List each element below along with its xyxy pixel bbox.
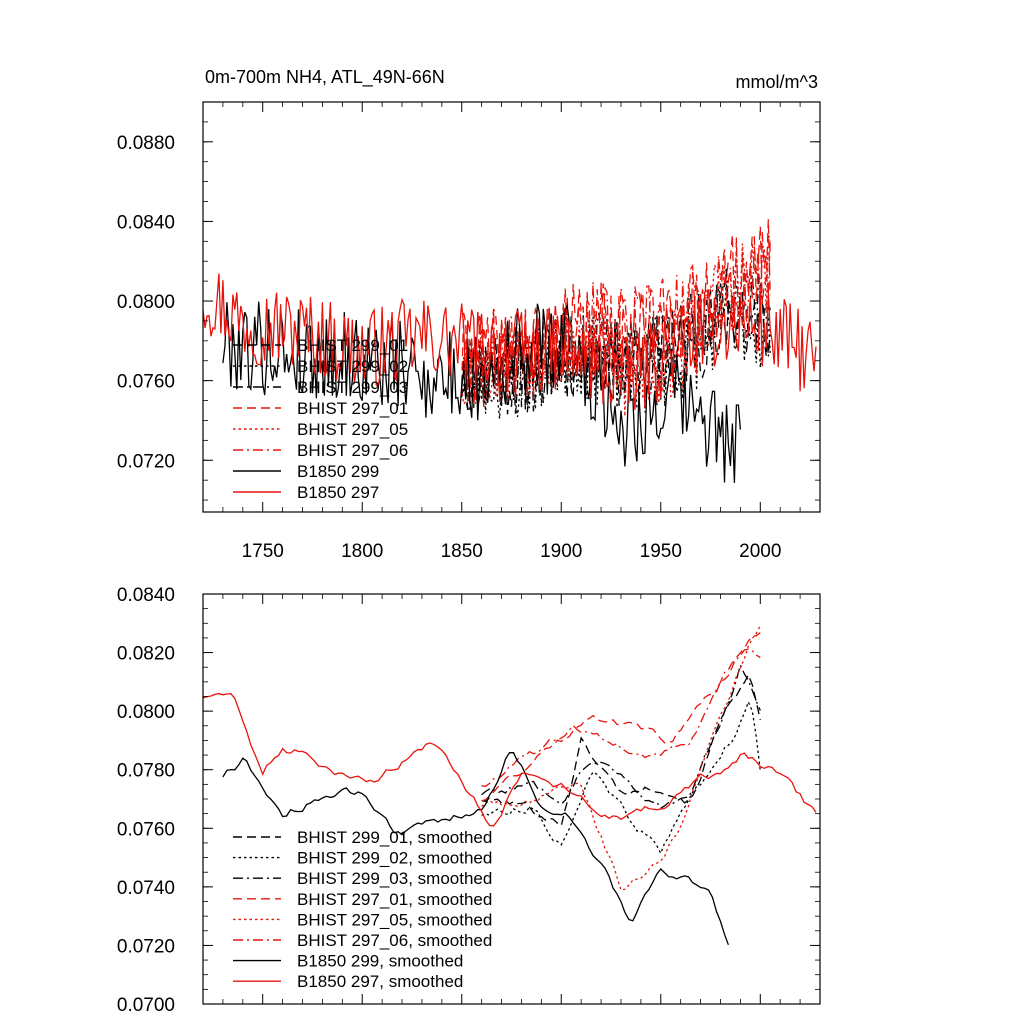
series-line-top-2 <box>461 268 771 412</box>
y-tick-label: 0.0760 <box>117 372 175 393</box>
legend-label: BHIST 299_02 <box>297 357 408 376</box>
top-series-group <box>203 219 817 483</box>
series-line-bottom-3 <box>481 632 761 802</box>
legend-label: BHIST 297_01, smoothed <box>297 890 492 909</box>
bottom-chart: 0.0700 0.0720 0.0740 0.0760 0.0780 0.0800 0.08… <box>117 585 821 1016</box>
legend-label: B1850 297, smoothed <box>297 972 463 991</box>
series-line-top-7 <box>203 273 817 410</box>
y-tick-label: 0.0840 <box>117 212 175 233</box>
y-tick-label: 0.0840 <box>117 585 175 606</box>
y-tick-label: 0.0740 <box>117 878 175 899</box>
bottom-legend: BHIST 299_01, smoothed BHIST 299_02, smoo… <box>233 828 492 991</box>
series-line-bottom-2 <box>481 663 761 810</box>
series-line-bottom-5 <box>481 648 761 787</box>
series-line-top-5 <box>461 232 771 405</box>
legend-label: BHIST 299_01 <box>297 336 408 355</box>
y-tick-label: 0.0700 <box>117 995 175 1016</box>
y-tick-label: 0.0720 <box>117 451 175 472</box>
bottom-axes: 0.0700 0.0720 0.0740 0.0760 0.0780 0.0800 0.08… <box>117 585 821 1016</box>
x-tick-label: 1950 <box>640 541 682 562</box>
top-chart-title: 0m-700m NH4, ATL_49N-66N <box>205 67 445 88</box>
legend-label: BHIST 297_05 <box>297 420 408 439</box>
legend-label: BHIST 297_06, smoothed <box>297 931 492 950</box>
y-tick-label: 0.0780 <box>117 761 175 782</box>
legend-label: BHIST 297_06 <box>297 441 408 460</box>
y-tick-label: 0.0820 <box>117 644 175 665</box>
series-line-top-3 <box>461 219 771 406</box>
legend-label: B1850 299, smoothed <box>297 952 463 971</box>
series-line-top-1 <box>461 284 771 419</box>
series-line-bottom-7 <box>203 692 817 827</box>
series-line-top-4 <box>461 233 771 417</box>
series-line-bottom-0 <box>481 673 761 827</box>
x-tick-label: 1750 <box>242 541 284 562</box>
legend-label: BHIST 299_02, smoothed <box>297 849 492 868</box>
legend-label: B1850 299 <box>297 462 379 481</box>
x-tick-label: 1800 <box>341 541 383 562</box>
top-axes: 1750 1800 1850 1900 1950 2000 0.0720 0.0760 0.08… <box>117 101 821 562</box>
y-tick-label: 0.0800 <box>117 702 175 723</box>
legend-label: BHIST 299_03 <box>297 378 408 397</box>
top-legend: BHIST 299_01 BHIST 299_02 BHIST 299_03 BHIS… <box>233 336 408 502</box>
legend-label: B1850 297 <box>297 483 379 502</box>
y-tick-label: 0.0880 <box>117 133 175 154</box>
y-tick-label: 0.0720 <box>117 936 175 957</box>
x-tick-label: 1850 <box>441 541 483 562</box>
top-chart: 0m-700m NH4, ATL_49N-66N mmol/m^3 1750 18… <box>117 67 821 562</box>
y-tick-label: 0.0760 <box>117 819 175 840</box>
series-line-bottom-6 <box>222 751 730 946</box>
series-line-bottom-4 <box>481 625 761 891</box>
legend-label: BHIST 299_01, smoothed <box>297 828 492 847</box>
legend-label: BHIST 299_03, smoothed <box>297 869 492 888</box>
x-tick-label: 2000 <box>739 541 781 562</box>
top-chart-units: mmol/m^3 <box>736 72 818 92</box>
x-tick-label: 1900 <box>540 541 582 562</box>
legend-label: BHIST 297_05, smoothed <box>297 910 492 929</box>
top-plot-frame <box>202 101 821 513</box>
bottom-series-group <box>203 625 817 946</box>
series-line-bottom-1 <box>481 700 761 855</box>
y-tick-label: 0.0800 <box>117 292 175 313</box>
legend-label: BHIST 297_01 <box>297 399 408 418</box>
